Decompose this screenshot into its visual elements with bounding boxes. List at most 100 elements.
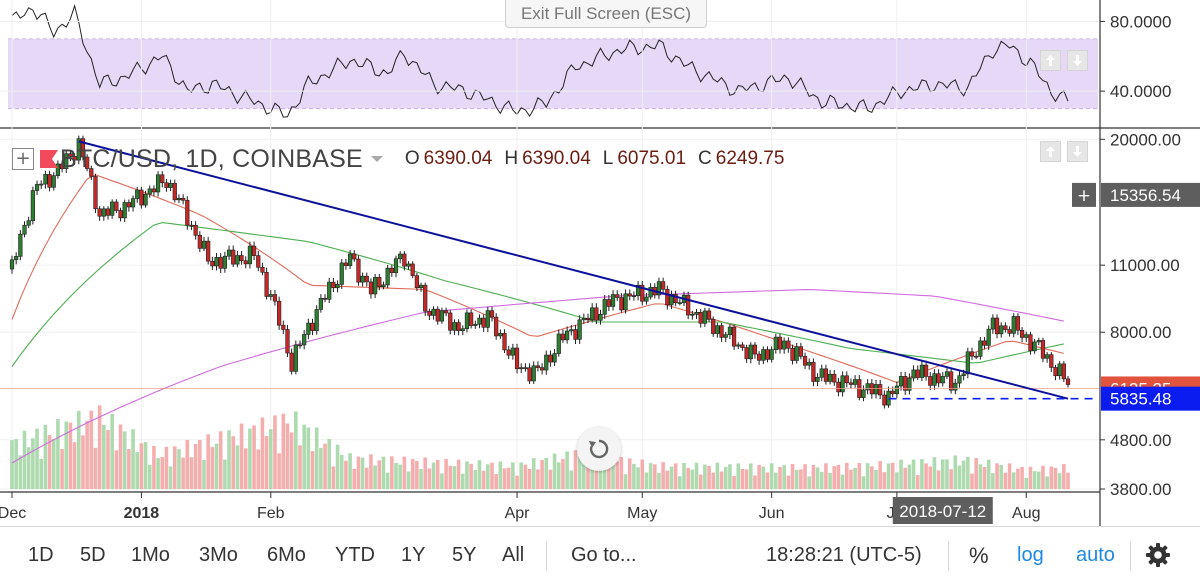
log-scale-toggle[interactable]: log <box>1017 544 1044 566</box>
close-label: C <box>698 148 712 169</box>
exit-fullscreen-button[interactable]: Exit Full Screen (ESC) <box>505 0 707 28</box>
range-5y-button[interactable]: 5Y <box>452 544 477 566</box>
price-chart[interactable]: 20000.00+15356.5411000.008000.006125.255… <box>0 0 1200 526</box>
candle-body <box>982 340 987 346</box>
price-label-text: 15356.54 <box>1110 186 1181 205</box>
candle-body <box>352 253 357 260</box>
time-tick-label: Apr <box>505 505 531 522</box>
candle-body <box>443 310 449 314</box>
candle-body <box>368 281 374 295</box>
candle-body <box>827 373 833 382</box>
candle-body <box>448 312 453 331</box>
rsi-tick-label: 80.0000 <box>1110 12 1171 31</box>
price-tick-label: 8000.00 <box>1110 323 1171 342</box>
range-3mo-button[interactable]: 3Mo <box>199 544 238 566</box>
goto-date-button[interactable]: Go to... <box>571 544 637 566</box>
candle-body <box>489 310 495 318</box>
volume-bar <box>448 465 453 489</box>
volume-bar <box>523 464 528 489</box>
arrow-up-icon[interactable] <box>1040 141 1061 162</box>
candle-body <box>1061 363 1066 380</box>
candle-body <box>310 322 315 331</box>
volume-bar <box>748 463 753 489</box>
volume-bar <box>515 475 519 489</box>
volume-bar <box>252 425 256 489</box>
range-ytd-button[interactable]: YTD <box>335 544 375 566</box>
volume-bar <box>1045 476 1049 489</box>
volume-bar <box>31 438 35 489</box>
volume-bar <box>39 458 44 489</box>
volume-bar <box>431 462 436 489</box>
open-value: 6390.04 <box>423 148 493 169</box>
range-1mo-button[interactable]: 1Mo <box>131 544 170 566</box>
candle-body <box>285 329 290 354</box>
candle-body <box>51 175 56 188</box>
plus-icon[interactable]: + <box>1077 186 1091 206</box>
volume-bar <box>769 463 774 489</box>
auto-scale-toggle[interactable]: auto <box>1076 544 1115 566</box>
candles <box>9 135 1071 409</box>
arrow-down-icon[interactable] <box>1067 141 1088 162</box>
range-1y-button[interactable]: 1Y <box>401 544 426 566</box>
volume-bar <box>732 475 736 489</box>
candle-body <box>176 197 182 201</box>
candle-body <box>193 225 198 236</box>
volume-bar <box>35 428 39 489</box>
range-6mo-button[interactable]: 6Mo <box>267 544 306 566</box>
volume-bar <box>81 435 85 489</box>
candle-body <box>322 298 328 300</box>
volume-bar <box>815 467 820 489</box>
reset-icon[interactable] <box>577 427 621 471</box>
arrow-down-icon[interactable] <box>1067 50 1088 71</box>
candle-body <box>873 384 879 395</box>
volume-bar <box>89 410 94 489</box>
volume-bar <box>636 467 640 489</box>
volume-bar <box>945 459 949 489</box>
plus-icon[interactable]: + <box>12 148 34 170</box>
volume-bar <box>740 468 745 489</box>
volume-bar <box>473 470 478 489</box>
volume-bar <box>327 438 332 489</box>
volume-bar <box>1028 466 1033 489</box>
symbol-title[interactable]: BTC/USD, 1D, COINBASE <box>60 144 363 173</box>
candle-body <box>314 309 319 331</box>
candle-body <box>243 260 248 265</box>
candle-body <box>389 267 394 273</box>
candle-body <box>911 369 916 379</box>
trendline[interactable] <box>78 140 1069 400</box>
chevron-down-icon[interactable] <box>370 156 383 162</box>
range-all-button[interactable]: All <box>502 544 525 566</box>
candle-body <box>1053 367 1058 377</box>
volume-bar <box>874 470 878 489</box>
arrow-up-icon[interactable] <box>1040 50 1061 71</box>
volume-bar <box>486 464 490 489</box>
candle-body <box>251 245 257 256</box>
volume-bar <box>807 476 812 489</box>
range-1d-button[interactable]: 1D <box>28 544 54 566</box>
candle-body <box>640 284 645 302</box>
clock-readout: 18:28:21 (UTC-5) <box>766 544 922 566</box>
volume-bar <box>991 473 995 489</box>
candle-body <box>953 382 958 391</box>
volume-bar <box>556 462 561 489</box>
candle-body <box>201 240 207 249</box>
candle-body <box>715 325 720 334</box>
candle-body <box>97 208 102 217</box>
toolbar-divider <box>546 541 547 571</box>
candle-body <box>189 224 194 227</box>
volume-bar <box>531 458 536 489</box>
candle-body <box>1011 316 1016 334</box>
volume-bar <box>268 429 273 489</box>
price-tick-label: 11000.00 <box>1110 256 1180 275</box>
volume-bar <box>423 457 428 489</box>
volume-bar <box>632 463 636 489</box>
percent-scale-toggle[interactable]: % <box>969 543 989 568</box>
time-tick-label: May <box>627 505 657 522</box>
volume-bar <box>552 453 557 489</box>
volume-bar <box>757 464 761 489</box>
range-5d-button[interactable]: 5D <box>80 544 106 566</box>
gear-icon[interactable] <box>1145 542 1171 568</box>
moving-average-line <box>11 174 1064 384</box>
candle-body <box>364 275 369 283</box>
volume-bar <box>26 447 31 489</box>
